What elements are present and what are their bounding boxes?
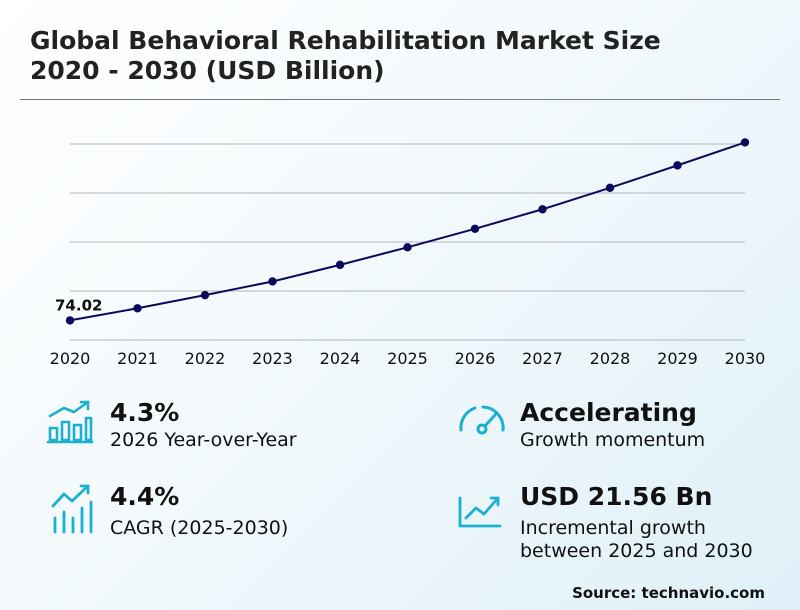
data-label: 74.02 <box>55 296 102 314</box>
title-line-1: Global Behavioral Rehabilitation Market … <box>30 26 661 55</box>
bar-growth-icon <box>46 400 94 444</box>
stat-momentum-value: Accelerating <box>520 398 697 427</box>
x-tick-label: 2022 <box>185 349 226 368</box>
data-point <box>470 224 480 233</box>
data-point <box>403 243 412 252</box>
x-tick-label: 2030 <box>725 349 766 368</box>
stat-cagr-value: 4.4% <box>110 482 180 511</box>
title-divider <box>20 99 780 100</box>
data-labels: 74.02 <box>55 296 102 314</box>
x-axis-ticks: 2020 2021 2022 2023 2024 2025 2026 2027 2028 2029… <box>50 349 766 368</box>
x-tick-label: 2029 <box>657 349 698 368</box>
stat-incremental-desc-1: Incremental growth <box>520 517 706 539</box>
data-point <box>605 183 615 193</box>
stat-yoy-desc: 2026 Year-over-Year <box>110 429 297 451</box>
x-tick-label: 2020 <box>50 349 91 368</box>
gridlines <box>70 143 745 341</box>
title-line-2: 2020 - 2030 (USD Billion) <box>30 56 385 85</box>
data-point <box>538 205 547 214</box>
series-line <box>69 141 746 322</box>
x-tick-label: 2024 <box>320 349 361 368</box>
stat-momentum-desc: Growth momentum <box>520 429 706 451</box>
data-point <box>740 138 750 147</box>
gauge-icon <box>459 405 505 435</box>
data-points <box>65 138 750 325</box>
stat-incremental-desc-2: between 2025 and 2030 <box>520 540 753 562</box>
trend-bars-icon <box>51 484 93 534</box>
data-point <box>335 260 345 270</box>
stat-cagr-desc: CAGR (2025-2030) <box>110 517 289 539</box>
data-point <box>133 304 142 313</box>
stat-incremental-value: USD 21.56 Bn <box>520 482 713 511</box>
trend-chart-icon <box>458 496 502 528</box>
stat-incremental: USD 21.56 Bn Incremental growth between … <box>456 482 776 572</box>
data-point <box>65 316 75 325</box>
x-tick-label: 2021 <box>117 349 158 368</box>
x-tick-label: 2025 <box>387 349 428 368</box>
data-point <box>673 161 682 170</box>
stat-momentum: Accelerating Growth momentum <box>456 398 776 458</box>
x-tick-label: 2023 <box>252 349 293 368</box>
x-tick-label: 2028 <box>590 349 631 368</box>
data-point <box>200 290 210 300</box>
x-tick-label: 2027 <box>522 349 563 368</box>
data-point <box>268 277 277 286</box>
stat-yoy: 4.3% 2026 Year-over-Year <box>46 398 376 458</box>
x-tick-label: 2026 <box>455 349 496 368</box>
source-credit: Source: technavio.com <box>572 584 765 602</box>
stat-yoy-value: 4.3% <box>110 398 180 427</box>
line-chart: 2020 2021 2022 2023 2024 2025 2026 2027 2028 2029… <box>50 138 766 368</box>
chart-title: Global Behavioral Rehabilitation Market … <box>30 26 770 86</box>
stat-cagr: 4.4% CAGR (2025-2030) <box>50 482 380 542</box>
